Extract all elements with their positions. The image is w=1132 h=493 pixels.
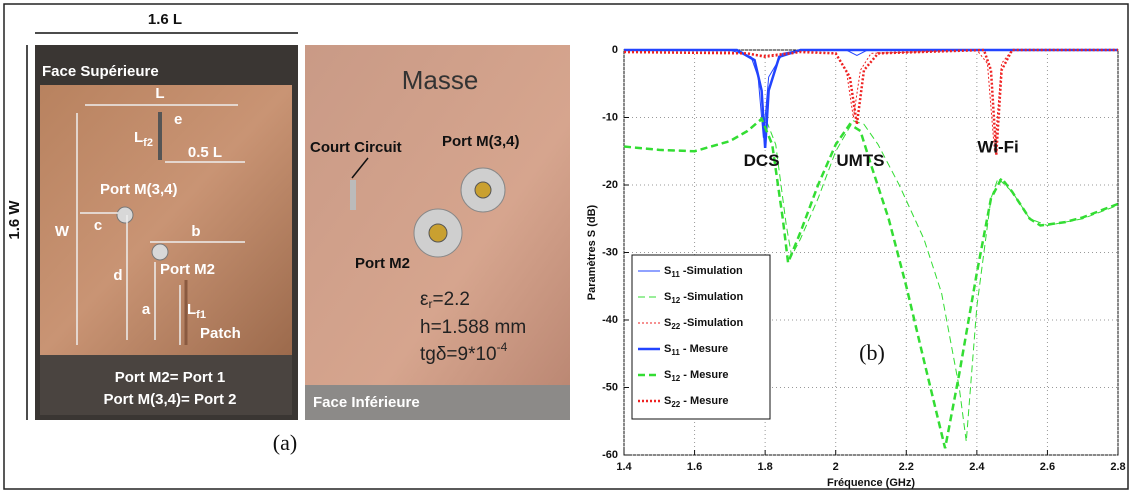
figure-border: [3, 3, 1129, 490]
y-tick-label: -60: [602, 449, 618, 461]
legend-entry-part: -Simulation: [680, 265, 743, 277]
dim-label: Lf1: [187, 301, 206, 321]
legend-entry-part: S: [664, 343, 671, 355]
short-label: Court Circuit: [310, 139, 402, 156]
legend-entry-part: - Mesure: [680, 343, 728, 355]
dim-label: d: [113, 267, 122, 284]
port-note: Port M(3,4)= Port 2: [104, 391, 237, 408]
x-tick-label: 1.6: [687, 461, 702, 473]
dim-label: L: [155, 85, 164, 102]
substrate-param: tgδ=9*10-4: [420, 340, 508, 365]
annotation: Wi-Fi: [977, 137, 1018, 156]
series-line: [623, 116, 1119, 449]
legend-entry: S12 - Mesure: [664, 369, 729, 383]
legend-entry-part: 22: [671, 400, 680, 409]
dim-label: c: [94, 217, 102, 234]
face-title: Masse: [402, 65, 479, 95]
width-label: 1.6 L: [148, 11, 182, 28]
face-label: Face Inférieure: [313, 394, 420, 411]
y-tick-label: -20: [602, 179, 618, 191]
legend-entry-part: 12: [671, 296, 680, 305]
top-face-photo: [35, 45, 298, 420]
face-title: Face Supérieure: [42, 63, 159, 80]
y-axis-label: Paramètres S (dB): [586, 204, 598, 300]
legend-entry-part: S: [664, 369, 671, 381]
legend-entry-part: -Simulation: [680, 291, 743, 303]
port-label: Port M(3,4): [100, 181, 178, 198]
legend-entry-part: - Mesure: [680, 395, 728, 407]
x-tick-label: 2.8: [1110, 461, 1125, 473]
legend-entry: S11 -Simulation: [664, 265, 743, 279]
series-line: [623, 48, 1118, 155]
legend-entry: S11 - Mesure: [664, 343, 728, 357]
legend-entry: S12 -Simulation: [664, 291, 743, 305]
legend-entry: S22 -Simulation: [664, 317, 743, 331]
port-label: Port M2: [160, 261, 215, 278]
legend-entry: S22 - Mesure: [664, 395, 729, 409]
dim-label: Lf2: [134, 129, 153, 149]
legend-entry-part: 12: [671, 374, 680, 383]
y-tick-label: 0: [612, 44, 618, 56]
param-part: ε: [420, 289, 429, 310]
legend-entry-part: S: [664, 317, 671, 329]
chart: 0 -10 -20 -30 -40 -50 -601.4 1.6 1.8 2 2.2 2.4 2.6 2.…: [586, 44, 1126, 489]
dim-label: W: [55, 223, 70, 240]
port-label: Port M2: [355, 255, 410, 272]
dim-label-sub: f2: [143, 137, 153, 149]
legend-entry-part: 11: [671, 348, 680, 357]
legend-entry-part: 11: [671, 270, 680, 279]
x-tick-label: 1.4: [616, 461, 632, 473]
legend-box: [631, 254, 771, 420]
param-part: tgδ=9*10: [420, 344, 497, 365]
x-axis-label: Fréquence (GHz): [827, 477, 915, 489]
bottom-face-photo: [305, 45, 570, 420]
dim-label: b: [191, 223, 200, 240]
annotation: UMTS: [836, 151, 884, 170]
y-tick-label: -30: [602, 246, 618, 258]
dim-label-base: L: [187, 301, 196, 318]
dim-label: e: [174, 111, 182, 128]
x-tick-label: 2.4: [969, 461, 985, 473]
height-label: 1.6 W: [6, 200, 23, 240]
port-label: Port M(3,4): [442, 133, 520, 150]
substrate-param: h=1.588 mm: [420, 317, 526, 338]
annotation: DCS: [744, 151, 780, 170]
dim-label: a: [142, 301, 151, 318]
dim-label-sub: f1: [196, 309, 206, 321]
x-tick-label: 2: [833, 461, 839, 473]
x-tick-label: 1.8: [757, 461, 772, 473]
legend-entry-part: S: [664, 395, 671, 407]
param-sup: -4: [497, 340, 508, 354]
legend-entry-part: 22: [671, 322, 680, 331]
legend-entry-part: S: [664, 265, 671, 277]
legend-entry-part: - Mesure: [680, 369, 728, 381]
patch-label: Patch: [200, 325, 241, 342]
legend-entry-part: -Simulation: [680, 317, 743, 329]
port-note: Port M2= Port 1: [115, 369, 225, 386]
panel-label: (b): [859, 340, 885, 365]
dim-label: 0.5 L: [188, 144, 222, 161]
y-tick-label: -40: [602, 314, 618, 326]
param-part: =2.2: [432, 289, 470, 310]
x-tick-label: 2.2: [899, 461, 914, 473]
series-line: [624, 48, 1118, 148]
substrate-param: εr=2.2: [420, 289, 470, 311]
panel-label: (a): [273, 430, 297, 455]
y-tick-label: -10: [602, 111, 618, 123]
x-tick-label: 2.6: [1040, 461, 1055, 473]
param-sub: r: [428, 297, 432, 311]
y-tick-label: -50: [602, 381, 618, 393]
dim-label-base: L: [134, 129, 143, 146]
legend-entry-part: S: [664, 291, 671, 303]
